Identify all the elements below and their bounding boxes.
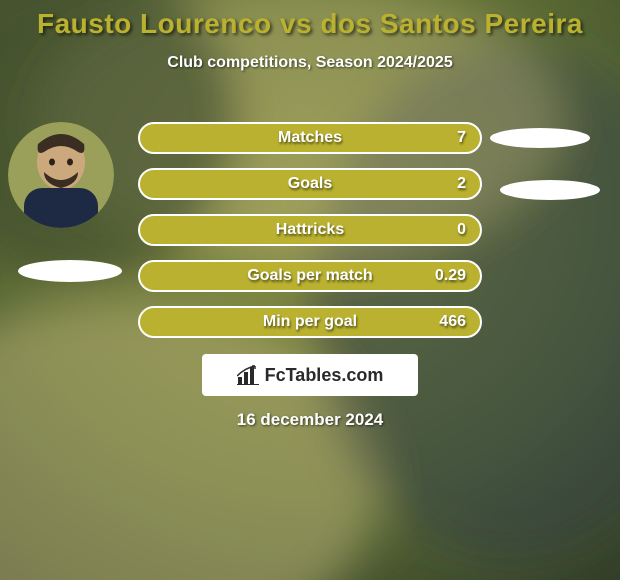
stat-value: 2 [457, 175, 466, 193]
stat-label: Min per goal [140, 313, 480, 331]
bar-chart-icon [237, 365, 259, 385]
stat-value: 0.29 [435, 267, 466, 285]
player-left-name-placeholder [18, 260, 122, 282]
stat-bar: Min per goal466 [138, 306, 482, 338]
stat-bar: Hattricks0 [138, 214, 482, 246]
subtitle: Club competitions, Season 2024/2025 [0, 54, 620, 72]
date-label: 16 december 2024 [0, 410, 620, 430]
page-title: Fausto Lourenco vs dos Santos Pereira [0, 0, 620, 40]
stat-bar: Goals2 [138, 168, 482, 200]
stat-bar: Matches7 [138, 122, 482, 154]
fctables-logo-text: FcTables.com [265, 365, 384, 386]
stat-value: 0 [457, 221, 466, 239]
player-right-placeholder-2 [500, 180, 600, 200]
stat-label: Goals per match [140, 267, 480, 285]
stat-value: 466 [439, 313, 466, 331]
fctables-logo[interactable]: FcTables.com [202, 354, 418, 396]
player-right-placeholder-1 [490, 128, 590, 148]
stat-bar: Goals per match0.29 [138, 260, 482, 292]
stat-value: 7 [457, 129, 466, 147]
stat-label: Goals [140, 175, 480, 193]
stat-label: Matches [140, 129, 480, 147]
player-left-avatar [8, 122, 114, 228]
stat-label: Hattricks [140, 221, 480, 239]
